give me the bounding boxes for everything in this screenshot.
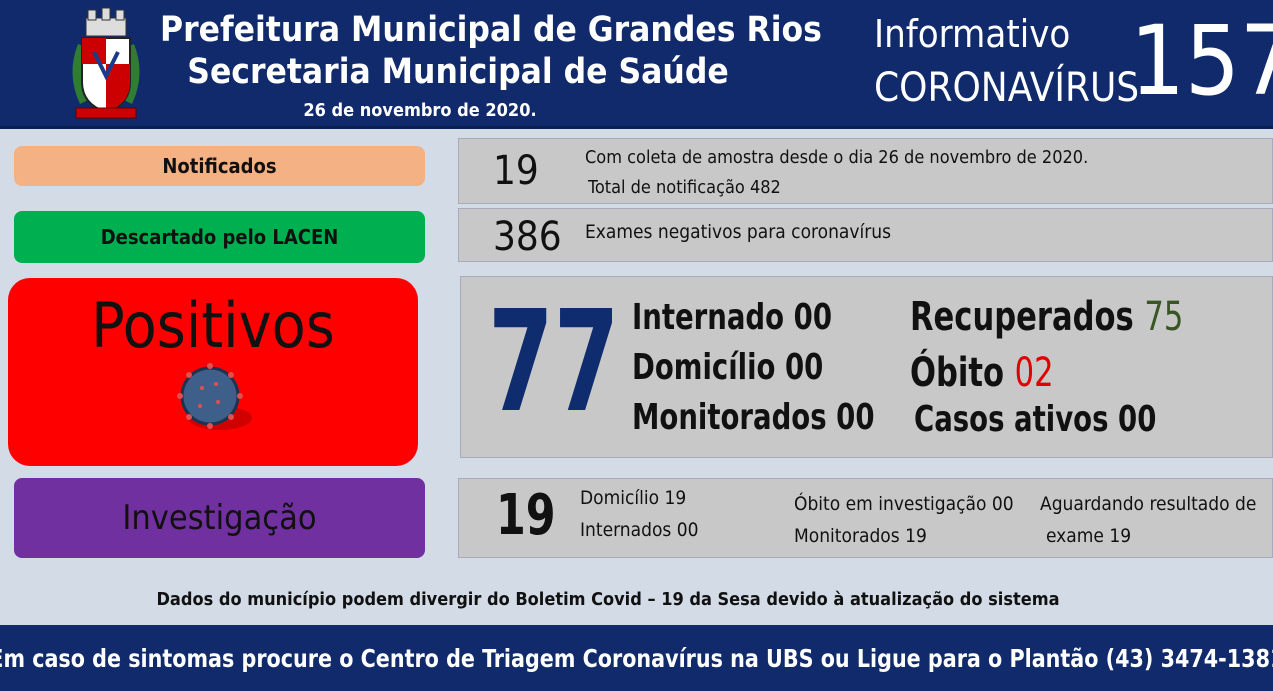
investigacao-label: Investigação — [14, 478, 425, 558]
investigacao-count: 19 — [496, 483, 556, 548]
casos-ativos-label: Casos ativos — [914, 399, 1109, 440]
investigacao-aguardando-line2: exame 19 — [1046, 525, 1132, 547]
obito-value: 02 — [1014, 350, 1054, 396]
header-title-line2: Secretaria Municipal de Saúde — [187, 52, 729, 92]
descartado-label: Descartado pelo LACEN — [14, 211, 425, 263]
disclaimer-text: Dados do município podem divergir do Bol… — [156, 589, 1060, 610]
positivos-panel — [460, 276, 1273, 458]
recuperados-label: Recuperados — [910, 294, 1134, 340]
notificados-line2: Total de notificação 482 — [588, 177, 781, 198]
investigacao-panel — [458, 478, 1273, 558]
domicilio-value: 00 — [785, 347, 824, 388]
footer-text: Em caso de sintomas procure o Centro de … — [0, 643, 1273, 673]
descartado-text: Exames negativos para coronavírus — [585, 221, 892, 243]
monitorados-label: Monitorados — [632, 397, 827, 438]
coat-of-arms-icon — [72, 7, 140, 119]
positivos-count: 77 — [488, 281, 620, 444]
notificados-count: 19 — [493, 148, 539, 194]
notificados-label: Notificados — [14, 146, 425, 186]
coronavirus-label: CORONAVÍRUS — [874, 65, 1140, 111]
coronavirus-icon — [177, 363, 252, 430]
header-title-line1: Prefeitura Municipal de Grandes Rios — [160, 10, 822, 50]
informativo-label: Informativo — [874, 12, 1071, 56]
investigacao-internados: Internados 00 — [580, 519, 699, 541]
descartado-count: 386 — [493, 214, 562, 260]
investigacao-obito: Óbito em investigação 00 — [794, 493, 1014, 515]
investigacao-monitorados: Monitorados 19 — [794, 525, 927, 547]
investigacao-domicilio: Domicílio 19 — [580, 487, 687, 509]
edition-number: 157 — [1130, 5, 1273, 117]
header-date: 26 de novembro de 2020. — [303, 100, 537, 121]
monitorados-value: 00 — [836, 397, 875, 438]
internado-value: 00 — [793, 297, 832, 338]
investigacao-aguardando-line1: Aguardando resultado de — [1040, 493, 1257, 515]
header-banner — [0, 0, 1273, 129]
notificados-line1: Com coleta de amostra desde o dia 26 de … — [585, 147, 1089, 168]
footer-banner: Em caso de sintomas procure o Centro de … — [0, 625, 1273, 691]
domicilio-label: Domicílio — [632, 347, 776, 388]
internado-label: Internado — [632, 297, 785, 338]
obito-label: Óbito — [910, 350, 1005, 396]
notificados-panel — [458, 138, 1273, 204]
casos-ativos-value: 00 — [1118, 399, 1157, 440]
recuperados-value: 75 — [1144, 294, 1184, 340]
positivos-label: Positivos — [91, 289, 335, 362]
